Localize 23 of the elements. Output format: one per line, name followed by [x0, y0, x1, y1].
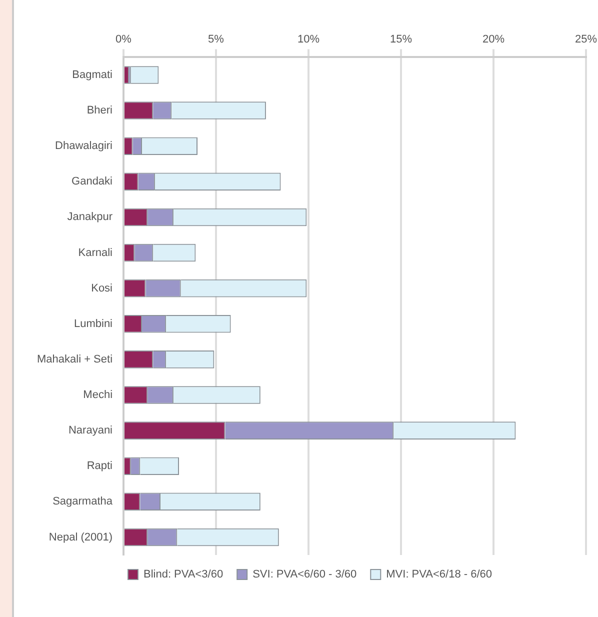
y-tick-label: Sagarmatha — [52, 496, 114, 508]
y-tick-label: Kosi — [91, 282, 113, 294]
x-tick-label: 20% — [482, 34, 505, 46]
legend-label: SVI: PVA<6/60 - 3/60 — [252, 568, 357, 581]
x-tick-label: 0% — [116, 34, 132, 46]
y-tick-label: Mechi — [83, 389, 113, 402]
y-tick-label: Dhawalagiri — [55, 140, 113, 152]
y-tick-label: Mahakali + Seti — [36, 353, 113, 366]
x-tick-label: 15% — [390, 34, 412, 46]
y-tick-label: Narayani — [68, 424, 113, 437]
legend-label: MVI: PVA<6/18 - 6/60 — [386, 568, 492, 581]
y-tick-label: Gandaki — [72, 176, 113, 188]
x-tick-label: 5% — [208, 34, 224, 46]
x-tick-label: 10% — [297, 34, 320, 46]
y-tick-label: Bheri — [86, 104, 113, 117]
y-tick-label: Nepal (2001) — [48, 531, 113, 544]
legend-label: Blind: PVA<3/60 — [143, 568, 224, 581]
x-tick-label: 25% — [574, 34, 598, 46]
y-tick-label: Rapti — [86, 460, 113, 472]
y-tick-label: Bagmati — [72, 69, 113, 82]
y-tick-label: Karnali — [78, 246, 113, 259]
y-tick-label: Lumbini — [74, 318, 113, 330]
y-tick-label: Janakpur — [67, 211, 113, 224]
